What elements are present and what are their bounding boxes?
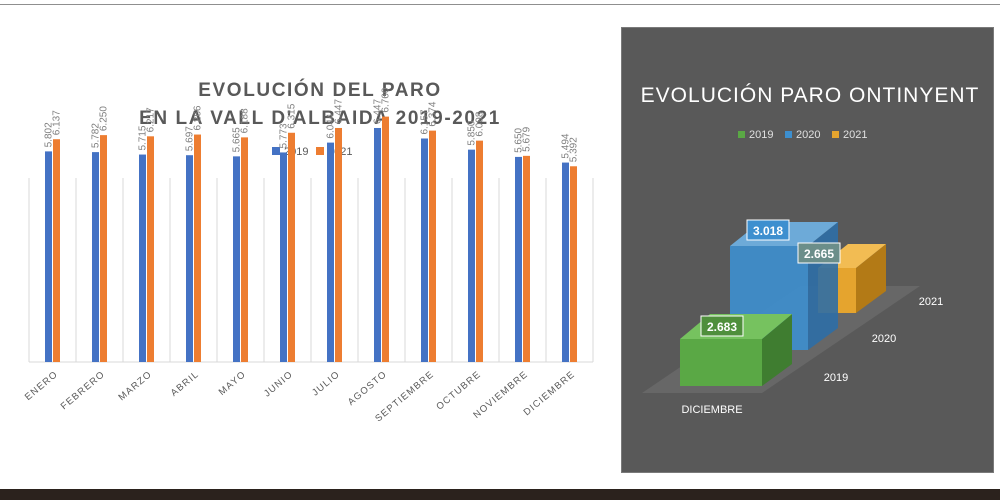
data-label-2021-febrero: 6.250	[99, 106, 110, 131]
data-label-2021-octubre: 6.098	[475, 111, 486, 136]
bar-chart-vall-dalbaida: 5.8026.137ENERO5.7826.250FEBRERO5.7156.2…	[23, 87, 594, 424]
legend-item-2020: 2020	[785, 129, 820, 141]
data-label-box-2019	[700, 315, 744, 337]
bar-2021-agosto	[382, 116, 389, 362]
category-label-junio: JUNIO	[262, 369, 295, 400]
data-label-2021-julio: 6.447	[334, 99, 345, 124]
bar-2019-marzo	[139, 154, 146, 362]
data-label-2019-agosto: 6.447	[373, 99, 384, 124]
data-label-2019-diciembre: 5.494	[561, 133, 572, 158]
legend-swatch-2021	[832, 130, 839, 138]
legend-swatch-2019	[272, 147, 280, 156]
3d-bar-chart-ontinyent: 3.018 2.665 2.683 2021 2020 2019 DICIEMB…	[642, 219, 943, 416]
category-label-enero: ENERO	[23, 369, 61, 403]
bar-2019-junio	[280, 152, 287, 362]
data-label-2021-mayo: 6.188	[240, 108, 251, 133]
legend-label-2021: 2021	[843, 129, 868, 141]
depth-label-2020: 2020	[872, 333, 896, 345]
data-label-2021: 2.665	[804, 247, 834, 261]
data-label-2020: 3.018	[753, 224, 783, 238]
bar-2019-febrero	[92, 152, 99, 362]
category-label-octubre: OCTUBRE	[434, 369, 483, 413]
chart-title: EVOLUCIÓN DEL PARO	[198, 80, 442, 101]
bar-2021-junio	[288, 132, 295, 362]
category-label-diciembre: DICIEMBRE	[522, 369, 578, 418]
data-label-2021-agosto: 6.760	[381, 87, 392, 112]
data-label-2021-marzo: 6.217	[146, 107, 157, 132]
bottom-band	[0, 489, 1000, 500]
data-label-2019-junio: 5.773	[279, 123, 290, 148]
category-label-febrero: FEBRERO	[59, 369, 108, 412]
data-label-2021-abril: 6.266	[193, 105, 204, 130]
bar-2019-julio	[327, 142, 334, 362]
category-label-julio: JULIO	[310, 369, 342, 399]
bar-2019-septiembre	[421, 138, 428, 362]
data-label-2019-febrero: 5.782	[91, 123, 102, 148]
bar-2021-septiembre	[429, 130, 436, 362]
ontinyent-chart-panel: EVOLUCIÓN PARO ONTINYENT 2019 2020 2021 …	[621, 27, 994, 473]
category-label-abril: ABRIL	[169, 369, 202, 399]
data-label-2019-mayo: 5.665	[232, 127, 243, 152]
bar-2021-mayo	[241, 137, 248, 362]
category-label-agosto: AGOSTO	[346, 369, 390, 408]
data-label-2019-julio: 6.044	[326, 113, 337, 138]
bar-2019-front	[680, 339, 762, 386]
bar-2019-side	[762, 314, 792, 386]
legend-label-2020: 2020	[796, 129, 821, 141]
data-label-box-2021	[797, 242, 841, 264]
legend-item-2019: 2019	[738, 129, 773, 141]
bar-2021-noviembre	[523, 155, 530, 362]
data-label-2021-septiembre: 6.374	[428, 101, 439, 126]
category-label-mayo: MAYO	[217, 369, 249, 398]
chart-subtitle: EN LA VALL D'ALBAIDA 2019-2021	[139, 108, 501, 129]
data-label-2019-abril: 5.697	[185, 126, 196, 151]
legend-swatch-2021	[316, 147, 324, 156]
bar-2019-diciembre	[562, 162, 569, 362]
data-label-2019-noviembre: 5.650	[514, 127, 525, 152]
bar-2021-diciembre	[570, 166, 577, 362]
data-label-box-2020	[746, 219, 790, 241]
legend-label-2019: 2019	[749, 129, 774, 141]
bar-2019-mayo	[233, 156, 240, 362]
legend-item-2021: 2021	[832, 129, 867, 141]
bar-2021-octubre	[476, 140, 483, 362]
bar-2019-octubre	[468, 149, 475, 362]
data-label-2021-diciembre: 5.392	[569, 137, 580, 162]
top-divider	[0, 4, 1000, 5]
bar-2019-agosto	[374, 127, 381, 362]
bar-2021-enero	[53, 139, 60, 362]
data-label-2021-junio: 6.315	[287, 103, 298, 128]
bar-2021-abril	[194, 134, 201, 362]
data-label-2019: 2.683	[707, 320, 737, 334]
bar-2021-julio	[335, 127, 342, 362]
ontinyent-chart-title: EVOLUCIÓN PARO ONTINYENT	[640, 84, 980, 107]
legend-swatch-2020	[785, 130, 792, 138]
category-label-diciembre: DICIEMBRE	[681, 404, 742, 416]
data-label-2019-octubre: 5.850	[467, 120, 478, 145]
bar-2019-enero	[45, 151, 52, 362]
bar-2019-noviembre	[515, 156, 522, 362]
bar-2019-abril	[186, 155, 193, 362]
bar-2021-marzo	[147, 136, 154, 362]
data-label-2021-noviembre: 5.679	[522, 126, 533, 151]
category-label-marzo: MARZO	[116, 369, 154, 403]
data-label-2019-enero: 5.802	[44, 122, 55, 147]
data-label-2019-septiembre: 6.157	[420, 109, 431, 134]
depth-label-2019: 2019	[824, 372, 848, 384]
legend-swatch-2019	[738, 130, 745, 138]
data-label-2021-enero: 6.137	[52, 110, 63, 135]
depth-label-2021: 2021	[919, 296, 943, 308]
bar-2021-febrero	[100, 135, 107, 362]
bar-2021-side	[856, 244, 886, 313]
data-label-2019-marzo: 5.715	[138, 125, 149, 150]
